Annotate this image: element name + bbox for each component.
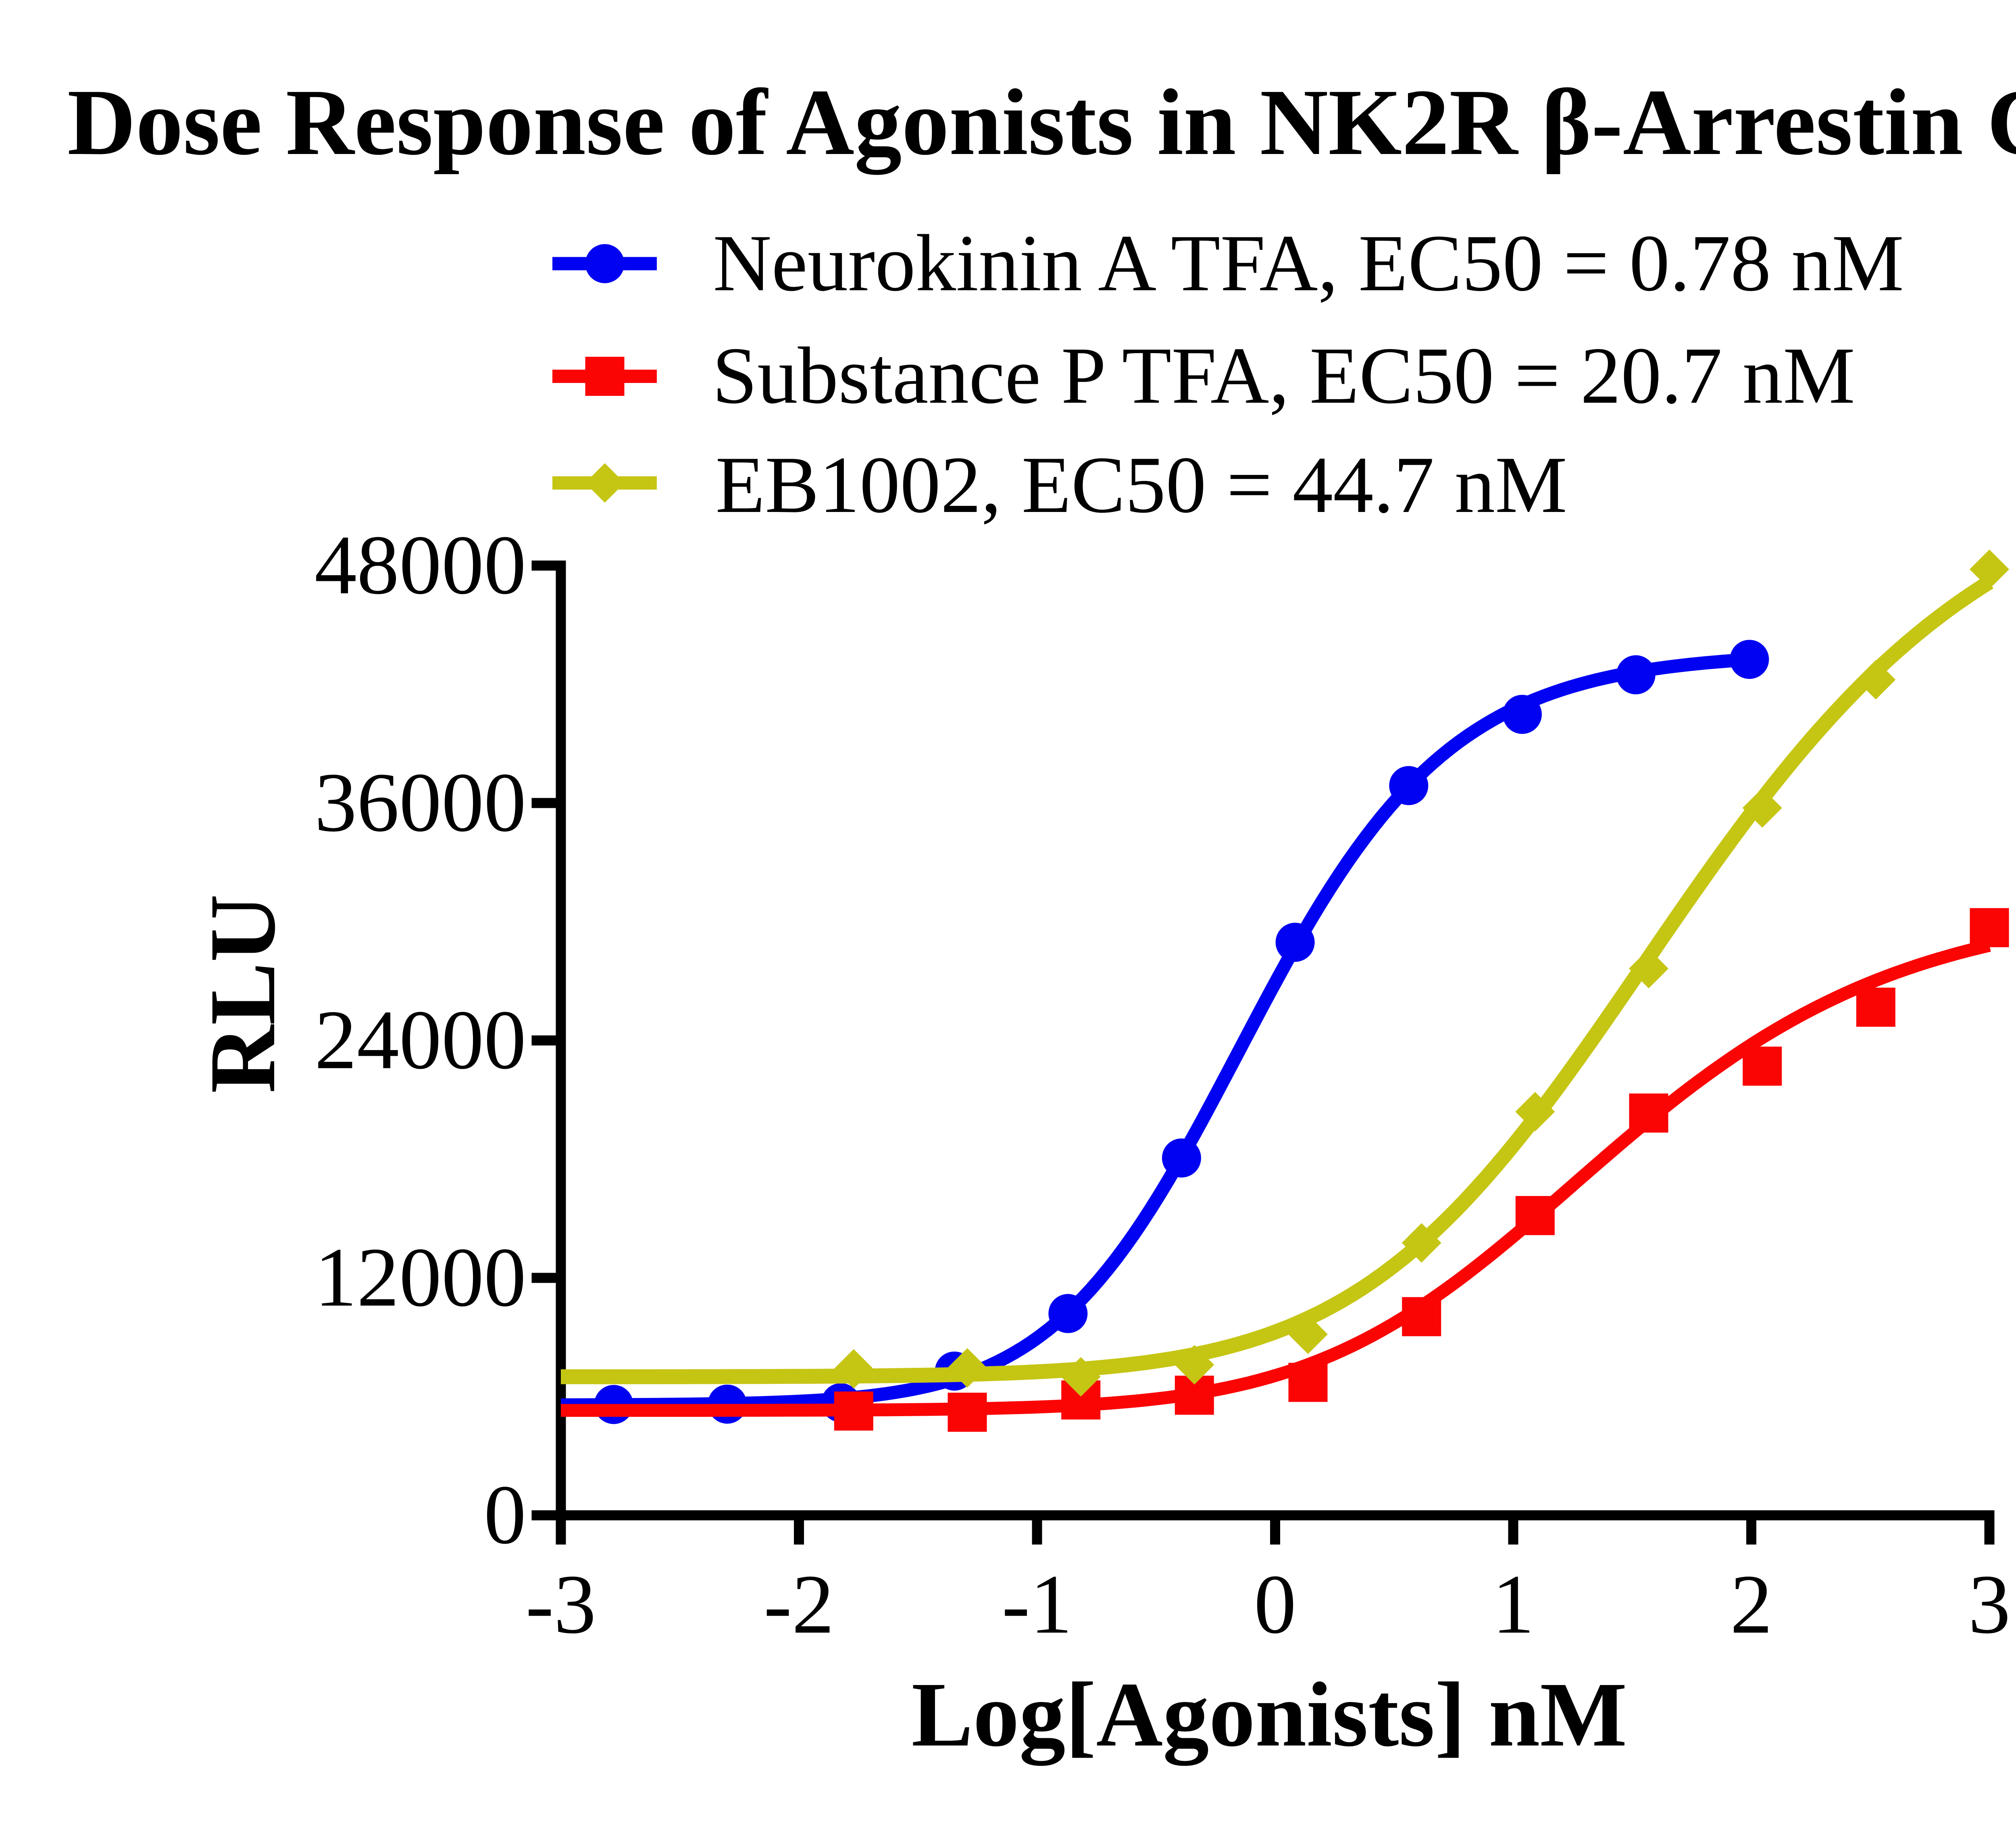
svg-text:12000: 12000 bbox=[314, 1231, 526, 1324]
svg-text:EB1002, EC50 = 44.7 nM: EB1002, EC50 = 44.7 nM bbox=[716, 440, 1567, 530]
svg-text:1: 1 bbox=[1492, 1558, 1535, 1651]
svg-text:RLU: RLU bbox=[190, 894, 295, 1093]
svg-text:-1: -1 bbox=[1002, 1558, 1073, 1651]
svg-text:0: 0 bbox=[1254, 1558, 1296, 1651]
svg-text:Substance P TFA, EC50 = 20.7 n: Substance P TFA, EC50 = 20.7 nM bbox=[712, 331, 1855, 420]
svg-text:Log[Agonists] nM: Log[Agonists] nM bbox=[912, 1663, 1627, 1766]
svg-text:-2: -2 bbox=[764, 1558, 834, 1651]
svg-text:36000: 36000 bbox=[314, 756, 526, 849]
svg-text:3: 3 bbox=[1968, 1558, 2011, 1651]
svg-text:2: 2 bbox=[1730, 1558, 1772, 1651]
svg-text:24000: 24000 bbox=[314, 993, 526, 1087]
svg-text:0: 0 bbox=[484, 1468, 526, 1562]
svg-text:-3: -3 bbox=[526, 1558, 596, 1651]
svg-text:Dose Response of Agonists in N: Dose Response of Agonists in NK2R β-Arre… bbox=[67, 58, 2016, 175]
svg-text:48000: 48000 bbox=[314, 518, 526, 612]
svg-text:Neurokinin A TFA, EC50 = 0.78: Neurokinin A TFA, EC50 = 0.78 nM bbox=[713, 218, 1904, 308]
